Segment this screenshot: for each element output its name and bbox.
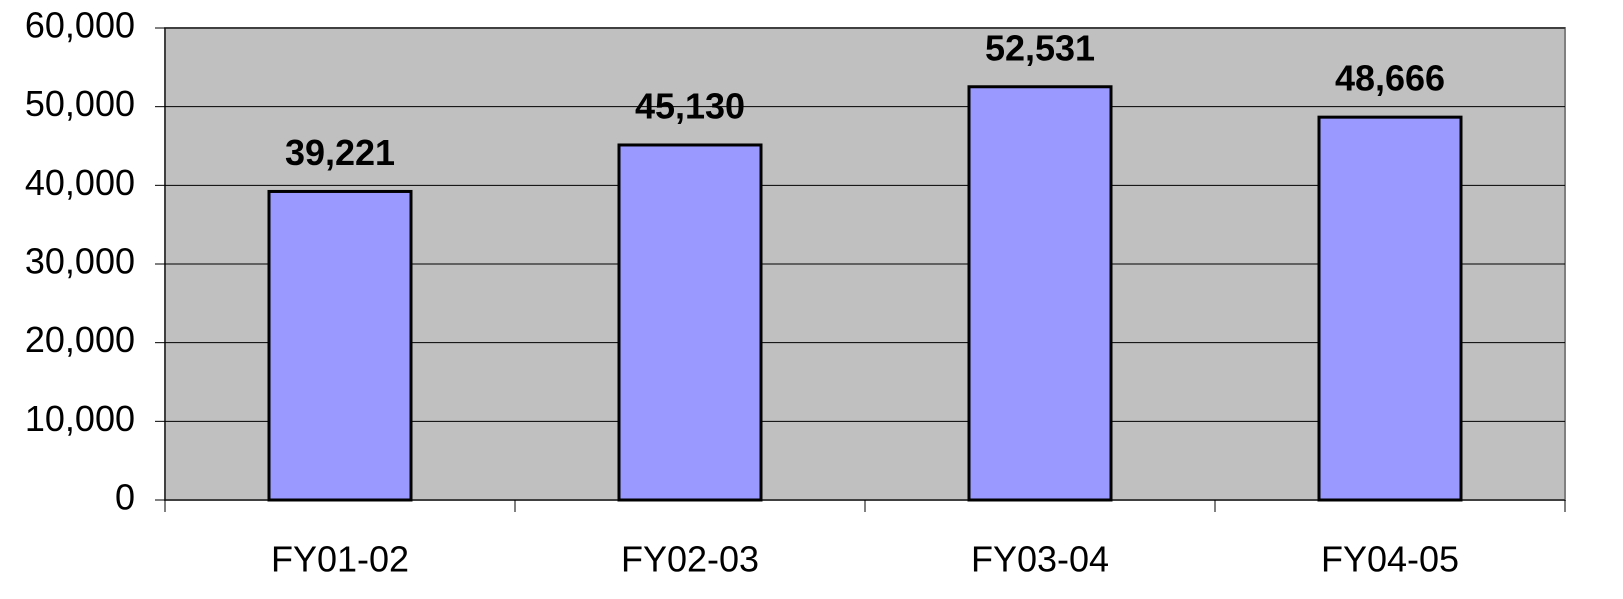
data-label: 52,531	[985, 27, 1095, 68]
y-tick-label: 10,000	[25, 398, 135, 439]
y-tick-label: 50,000	[25, 83, 135, 124]
x-tick-label: FY04-05	[1321, 539, 1459, 580]
y-tick-label: 30,000	[25, 241, 135, 282]
y-tick-label: 0	[115, 477, 135, 518]
bar	[617, 143, 763, 502]
data-label: 48,666	[1335, 58, 1445, 99]
y-tick-label: 20,000	[25, 319, 135, 360]
bar	[967, 85, 1113, 502]
y-tick-label: 60,000	[25, 5, 135, 46]
data-label: 39,221	[285, 132, 395, 173]
y-tick-label: 40,000	[25, 162, 135, 203]
x-tick-label: FY02-03	[621, 539, 759, 580]
bar	[267, 189, 413, 502]
x-tick-label: FY03-04	[971, 539, 1109, 580]
bar	[1317, 115, 1463, 502]
x-tick-label: FY01-02	[271, 539, 409, 580]
data-label: 45,130	[635, 85, 745, 126]
